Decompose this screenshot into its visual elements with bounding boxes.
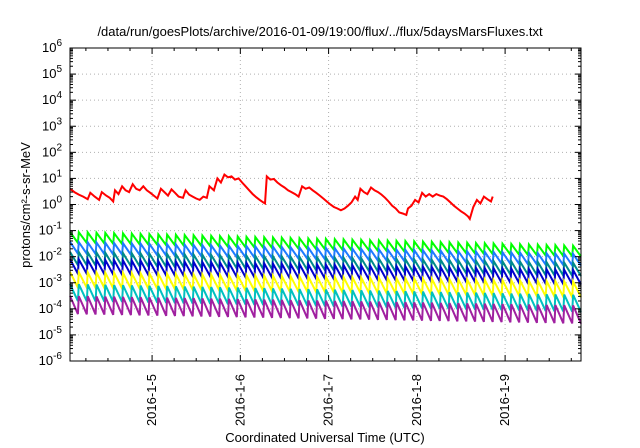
y-tick-label-3: 10-3 xyxy=(39,273,63,290)
y-tick-label-2: 10-4 xyxy=(39,299,63,316)
series-line-0 xyxy=(69,173,494,222)
y-tick-label-9: 103 xyxy=(42,116,62,133)
ticks xyxy=(70,47,581,362)
x-tick-label-3: 2016-1-8 xyxy=(409,374,424,426)
y-tick-label-10: 104 xyxy=(42,90,62,107)
series-layer xyxy=(69,173,582,324)
x-tick-labels: 2016-1-5 2016-1-6 2016-1-7 2016-1-8 2016-1-9 xyxy=(144,374,512,426)
y-tick-label-4: 10-2 xyxy=(39,247,63,264)
x-tick-label-1: 2016-1-6 xyxy=(232,374,247,426)
y-tick-label-11: 105 xyxy=(42,64,62,81)
y-tick-label-8: 102 xyxy=(42,142,62,159)
x-axis-title: Coordinated Universal Time (UTC) xyxy=(225,430,424,445)
y-tick-label-6: 100 xyxy=(42,195,62,212)
series-line-7 xyxy=(69,295,582,324)
y-tick-label-7: 101 xyxy=(42,168,62,185)
chart-title: /data/run/goesPlots/archive/2016-01-09/1… xyxy=(97,24,543,39)
y-tick-label-0: 10-6 xyxy=(39,351,63,368)
y-tick-label-5: 10-1 xyxy=(39,221,63,238)
y-axis-title: protons/cm²-s-sr-MeV xyxy=(18,142,33,268)
x-tick-label-2: 2016-1-7 xyxy=(321,374,336,426)
y-tick-labels: 10-6 10-5 10-4 10-3 10-2 10-1 100 101 102 103 104 1… xyxy=(39,38,63,368)
y-tick-label-12: 106 xyxy=(42,38,62,55)
y-tick-label-1: 10-5 xyxy=(39,325,63,342)
x-tick-label-0: 2016-1-5 xyxy=(144,374,159,426)
x-tick-label-4: 2016-1-9 xyxy=(497,374,512,426)
